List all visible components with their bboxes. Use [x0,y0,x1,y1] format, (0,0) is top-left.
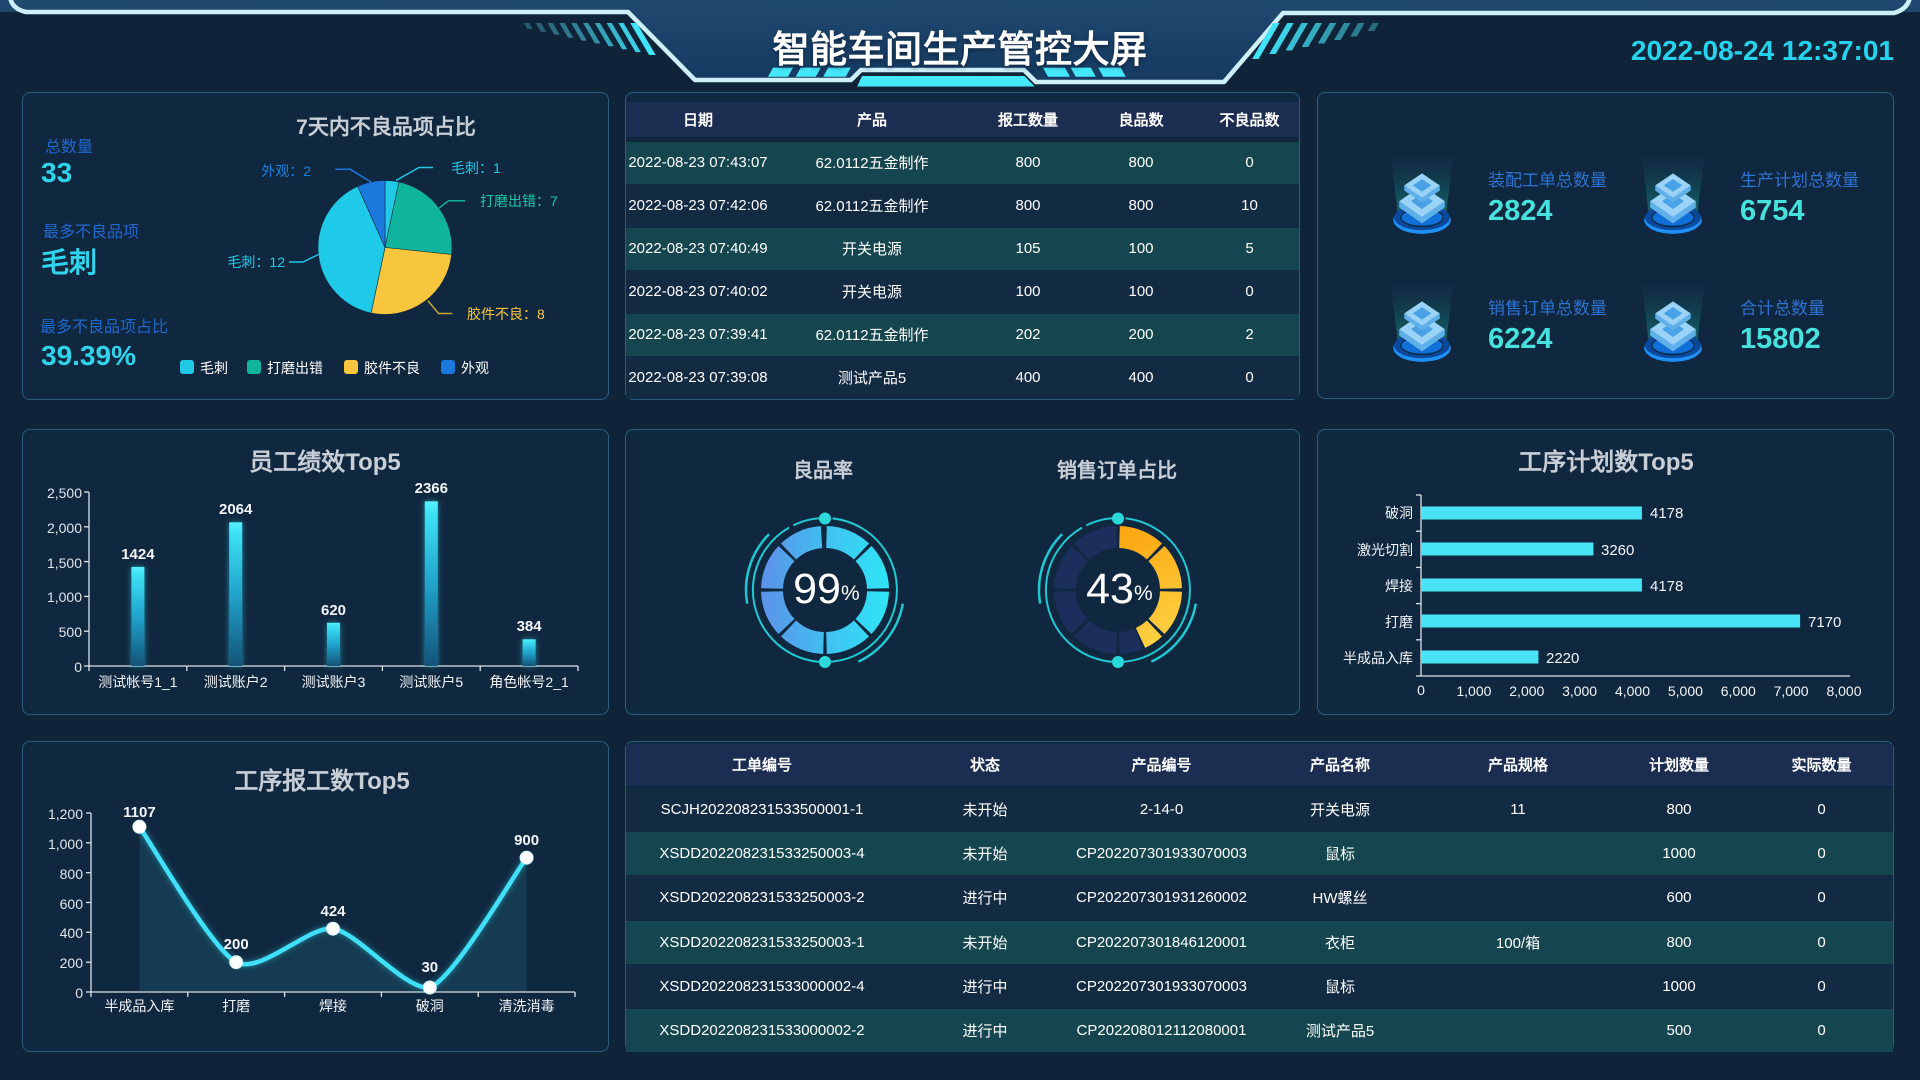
svg-text:打磨出错: 打磨出错 [267,360,323,376]
svg-text:2,000: 2,000 [1509,683,1544,699]
svg-text:胶件不良: 胶件不良 [364,360,420,376]
svg-text:焊接: 焊接 [319,998,347,1014]
svg-text:2064: 2064 [219,501,253,518]
svg-text:激光切割: 激光切割 [1357,542,1413,558]
svg-text:3260: 3260 [1601,542,1634,559]
svg-text:销售订单占比: 销售订单占比 [1057,458,1177,482]
svg-text:胶件不良：8: 胶件不良：8 [467,306,545,322]
svg-text:1,000: 1,000 [48,836,83,852]
svg-text:620: 620 [321,602,346,619]
svg-text:清洗消毒: 清洗消毒 [499,998,555,1014]
svg-text:99: 99 [793,565,841,613]
svg-text:总数量: 总数量 [45,138,93,156]
svg-text:1,500: 1,500 [47,555,82,571]
svg-text:1,000: 1,000 [47,589,82,605]
svg-text:4178: 4178 [1650,578,1683,595]
svg-text:30: 30 [421,959,438,976]
svg-text:1424: 1424 [121,546,155,563]
svg-text:半成品入库: 半成品入库 [104,998,174,1014]
svg-text:4178: 4178 [1650,505,1683,522]
svg-text:测试账户2: 测试账户2 [204,674,268,690]
svg-text:4,000: 4,000 [1615,683,1650,699]
svg-text:7170: 7170 [1808,614,1841,631]
svg-text:破洞: 破洞 [416,998,444,1014]
svg-text:%: % [1134,582,1153,605]
svg-text:384: 384 [517,618,543,635]
svg-text:400: 400 [60,925,84,941]
svg-text:39.39%: 39.39% [41,340,136,371]
svg-text:2220: 2220 [1546,650,1579,667]
svg-text:打磨出错：7: 打磨出错：7 [480,193,558,209]
svg-text:8,000: 8,000 [1826,683,1861,699]
svg-text:最多不良品项占比: 最多不良品项占比 [40,318,168,336]
svg-text:600: 600 [60,896,84,912]
svg-text:最多不良品项: 最多不良品项 [43,223,139,241]
svg-text:7天内不良品项占比: 7天内不良品项占比 [296,115,476,139]
svg-text:打磨: 打磨 [1385,614,1413,630]
svg-text:%: % [841,582,860,605]
svg-text:0: 0 [74,659,82,675]
svg-text:3,000: 3,000 [1562,683,1597,699]
svg-text:员工绩效Top5: 员工绩效Top5 [249,448,401,476]
svg-text:半成品入库: 半成品入库 [1343,650,1413,666]
svg-text:1,200: 1,200 [48,806,83,822]
svg-text:工序计划数Top5: 工序计划数Top5 [1518,448,1694,476]
svg-text:外观: 外观 [461,360,489,376]
svg-text:工序报工数Top5: 工序报工数Top5 [234,767,410,795]
svg-text:破洞: 破洞 [1385,505,1413,521]
svg-text:33: 33 [41,157,72,188]
svg-text:2,000: 2,000 [47,520,82,536]
svg-text:测试帐号1_1: 测试帐号1_1 [98,674,178,690]
svg-text:200: 200 [60,955,84,971]
svg-text:800: 800 [60,866,84,882]
svg-text:6,000: 6,000 [1721,683,1756,699]
svg-text:测试账户5: 测试账户5 [399,674,463,690]
svg-text:1107: 1107 [123,804,156,821]
svg-text:0: 0 [75,985,83,1001]
svg-text:1,000: 1,000 [1456,683,1491,699]
svg-text:毛刺：1: 毛刺：1 [451,160,501,176]
svg-text:角色帐号2_1: 角色帐号2_1 [489,674,569,690]
svg-text:外观：2: 外观：2 [261,163,311,179]
svg-text:43: 43 [1086,565,1134,613]
svg-text:2366: 2366 [415,480,448,497]
svg-text:焊接: 焊接 [1385,578,1413,594]
svg-text:2,500: 2,500 [47,485,82,501]
svg-text:500: 500 [59,624,83,640]
svg-text:424: 424 [320,903,346,920]
svg-text:良品率: 良品率 [793,458,853,482]
svg-text:测试账户3: 测试账户3 [302,674,366,690]
svg-text:200: 200 [224,936,249,953]
svg-text:毛刺：12: 毛刺：12 [227,254,285,270]
svg-text:900: 900 [514,832,539,849]
svg-text:打磨: 打磨 [222,998,250,1014]
svg-text:毛刺: 毛刺 [41,247,97,278]
svg-text:5,000: 5,000 [1668,683,1703,699]
svg-text:7,000: 7,000 [1774,683,1809,699]
svg-text:0: 0 [1417,682,1425,698]
svg-text:毛刺: 毛刺 [200,360,228,376]
